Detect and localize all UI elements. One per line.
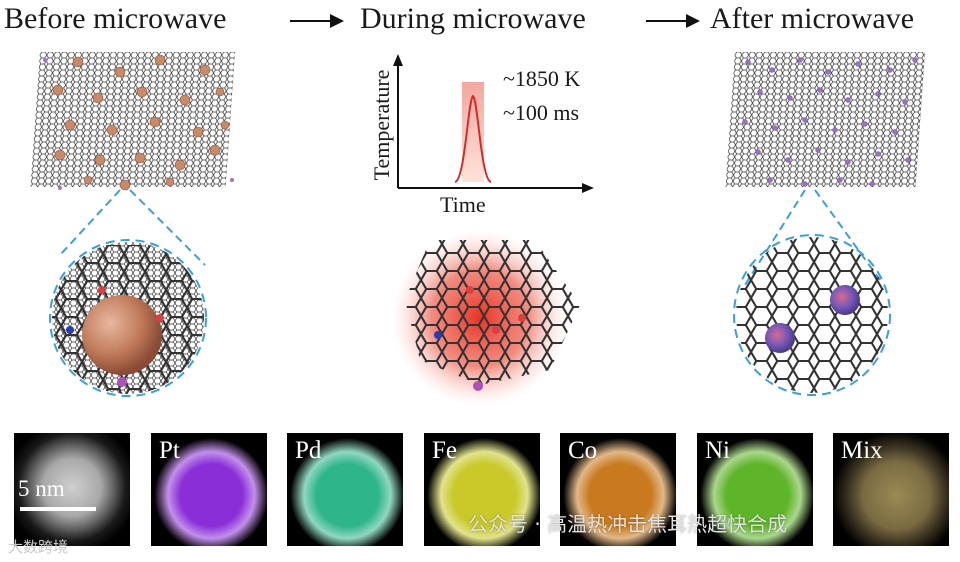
panel-label: Co (568, 437, 598, 464)
arrow-before-to-during (290, 14, 344, 28)
arrow-during-to-after (646, 14, 700, 28)
title-during-microwave: During microwave (360, 2, 586, 35)
watermark-text: 公众号 · 高温热冲击焦耳热超快合成 (468, 512, 788, 536)
fe-map-panel: Fe (424, 433, 540, 546)
title-after-microwave: After microwave (710, 2, 915, 35)
temperature-time-graph (393, 54, 594, 193)
before-particles (52, 54, 230, 191)
mix-map-panel: Mix (833, 433, 949, 546)
pt-map-panel: Pt (151, 433, 267, 546)
watermark-small-text: 大数跨境 (8, 538, 69, 556)
after-particles (742, 57, 918, 187)
graph-x-axis-label: Time (440, 192, 486, 217)
scale-bar-label: 5 nm (18, 476, 65, 501)
panel-label: Pd (295, 437, 322, 464)
panel-label: Mix (841, 437, 883, 464)
panel-label: Pt (159, 437, 180, 464)
ni-map-panel: Ni (697, 433, 813, 546)
haadf-panel (14, 433, 130, 546)
panel-label: Ni (705, 437, 730, 464)
scale-bar (20, 507, 96, 511)
panel-label: Fe (432, 437, 457, 464)
co-map-panel: Co (560, 433, 676, 546)
pulse-duration-label: ~100 ms (503, 100, 580, 125)
peak-temperature-label: ~1850 K (503, 66, 581, 91)
pd-map-panel: Pd (287, 433, 403, 546)
graph-y-axis-label: Temperature (369, 69, 394, 181)
title-before-microwave: Before microwave (4, 2, 227, 35)
